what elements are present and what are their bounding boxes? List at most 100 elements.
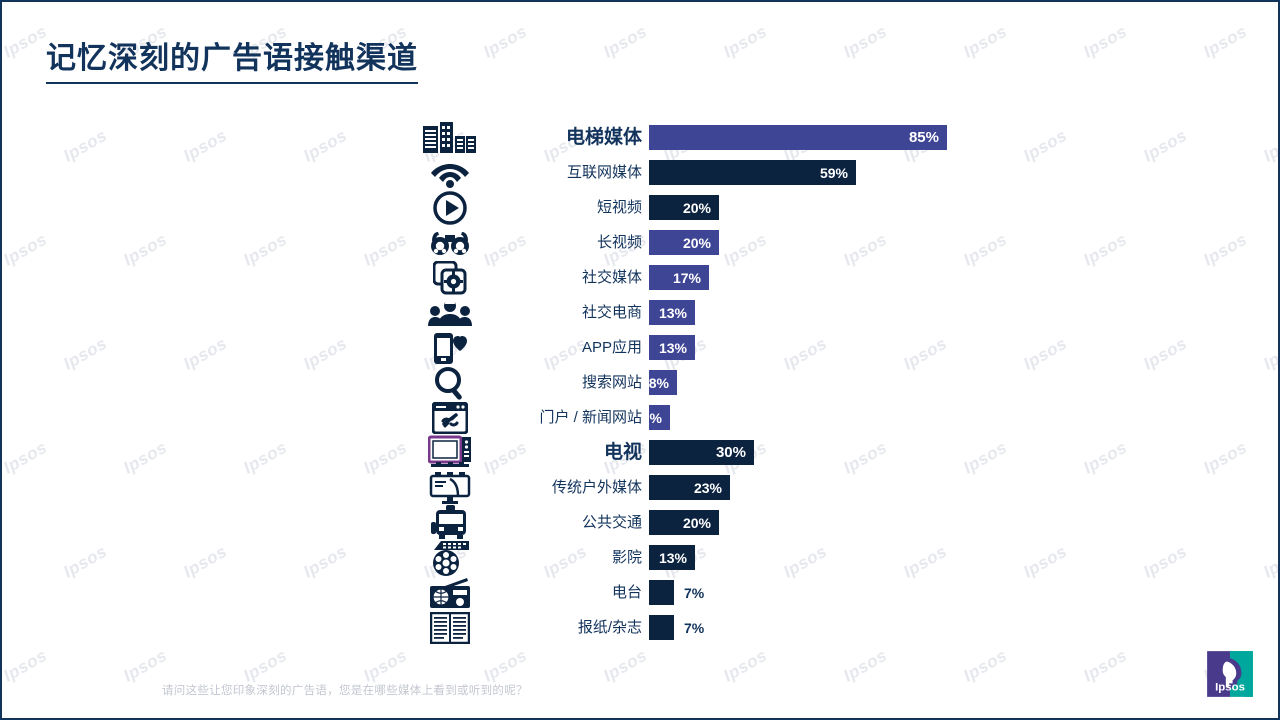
category-label: 传统户外媒体 — [551, 479, 642, 496]
binoculars-icon — [418, 225, 482, 260]
browser-link-icon — [418, 400, 482, 435]
bar: 23% — [649, 475, 730, 500]
chart-row: 搜索网站 8% — [2, 365, 1278, 400]
bar-track: 13% — [649, 300, 1272, 325]
bar-track: 59% — [649, 160, 1272, 185]
bar-track: 30% — [649, 440, 1272, 465]
bus-icon — [418, 504, 482, 540]
category-label: APP应用 — [581, 339, 642, 356]
newspaper-icon — [418, 610, 482, 645]
watermark-text: Ipsos — [1200, 21, 1251, 62]
bar: 13% — [649, 300, 695, 325]
chart-row: 长视频 20% — [2, 225, 1278, 260]
bar — [649, 580, 674, 605]
billboard-icon — [418, 470, 482, 505]
bar: 8% — [649, 370, 677, 395]
chart-row: 短视频 20% — [2, 190, 1278, 225]
bar — [649, 615, 674, 640]
svg-text:Ipsos: Ipsos — [1215, 682, 1245, 694]
bar-value-label: 20% — [682, 514, 711, 531]
bar: 13% — [649, 545, 695, 570]
bar-value-label: 13% — [658, 339, 687, 356]
watermark-text: Ipsos — [720, 21, 771, 62]
horizontal-bar-chart: 电梯媒体 85% 互联网媒体 59% 短视频 20% 长视频 20% — [2, 120, 1278, 645]
watermark-text: Ipsos — [1080, 645, 1131, 686]
chart-row: 影院 13% — [2, 540, 1278, 576]
bar-track: 20% — [649, 510, 1272, 535]
chart-row: 公共交通 20% — [2, 504, 1278, 540]
wifi-icon — [418, 155, 482, 190]
radio-icon — [418, 575, 482, 610]
footnote-question: 请问这些让您印象深刻的广告语，您是在哪些媒体上看到或听到的呢？ — [162, 685, 528, 697]
watermark-text: Ipsos — [360, 645, 411, 686]
search-magnifier-icon — [418, 365, 482, 400]
bar-track: 7% — [649, 615, 1272, 640]
bar-value-label: 59% — [819, 164, 848, 181]
chart-row: 报纸/杂志 7% — [2, 610, 1278, 645]
bar-track: 17% — [649, 265, 1272, 290]
page-title: 记忆深刻的广告语接触渠道 — [46, 42, 418, 84]
bar-track: 13% — [649, 335, 1272, 360]
category-label: 社交媒体 — [581, 269, 642, 286]
buildings-icon — [418, 120, 482, 155]
chart-row: 电视 30% — [2, 435, 1278, 470]
bar: 20% — [649, 510, 719, 535]
television-icon — [418, 435, 482, 470]
category-label: 报纸/杂志 — [577, 619, 642, 636]
watermark-text: Ipsos — [600, 645, 651, 686]
bar: 59% — [649, 160, 856, 185]
bar-value-label: 8% — [649, 374, 669, 391]
watermark-text: Ipsos — [1080, 21, 1131, 62]
watermark-text: Ipsos — [840, 21, 891, 62]
category-label: 互联网媒体 — [566, 164, 642, 181]
bar-track: 20% — [649, 195, 1272, 220]
chart-row: 电梯媒体 85% — [2, 120, 1278, 155]
phone-heart-icon — [418, 330, 482, 365]
bar-value-label: 20% — [682, 234, 711, 251]
bar: 85% — [649, 125, 947, 150]
watermark-text: Ipsos — [960, 645, 1011, 686]
bar-value-label: 20% — [682, 199, 711, 216]
watermark-text: Ipsos — [120, 645, 171, 686]
bar: 13% — [649, 335, 695, 360]
watermark-text: Ipsos — [600, 21, 651, 62]
bar-value-label: 17% — [672, 269, 701, 286]
watermark-text: Ipsos — [240, 645, 291, 686]
bar-value-label: 7% — [684, 619, 705, 636]
bar-value-label: 30% — [715, 444, 746, 461]
bar-track: 85% — [649, 125, 1272, 150]
category-label: 社交电商 — [581, 304, 642, 321]
watermark-text: Ipsos — [480, 645, 531, 686]
chart-row: 社交电商 13% — [2, 295, 1278, 330]
bar-track: 6% — [649, 405, 1272, 430]
category-label: 长视频 — [596, 234, 642, 251]
watermark-text: Ipsos — [2, 645, 51, 686]
film-reel-icon — [418, 540, 482, 576]
bar: 6% — [649, 405, 670, 430]
bar: 20% — [649, 195, 719, 220]
bar-value-label: 13% — [658, 549, 687, 566]
category-label: 影院 — [611, 549, 642, 566]
bar: 17% — [649, 265, 709, 290]
chart-row: 社交媒体 17% — [2, 260, 1278, 295]
title-container: 记忆深刻的广告语接触渠道 — [46, 42, 418, 84]
chart-row: 互联网媒体 59% — [2, 155, 1278, 190]
bar-track: 20% — [649, 230, 1272, 255]
category-label: 门户 / 新闻网站 — [539, 409, 642, 426]
bar-track: 8% — [649, 370, 1272, 395]
bar-track: 23% — [649, 475, 1272, 500]
bar-track: 13% — [649, 545, 1272, 570]
bar: 20% — [649, 230, 719, 255]
bar-track: 7% — [649, 580, 1272, 605]
bar: 30% — [649, 440, 754, 465]
watermark-text: Ipsos — [840, 645, 891, 686]
ipsos-logo: Ipsos — [1207, 651, 1253, 697]
category-label: 搜索网站 — [581, 374, 642, 391]
layers-gear-icon — [418, 260, 482, 295]
bar-value-label: 13% — [658, 304, 687, 321]
bar-value-label: 85% — [908, 129, 939, 146]
category-label: 公共交通 — [581, 514, 642, 531]
play-circle-icon — [418, 190, 482, 225]
category-label: 电梯媒体 — [565, 127, 642, 148]
